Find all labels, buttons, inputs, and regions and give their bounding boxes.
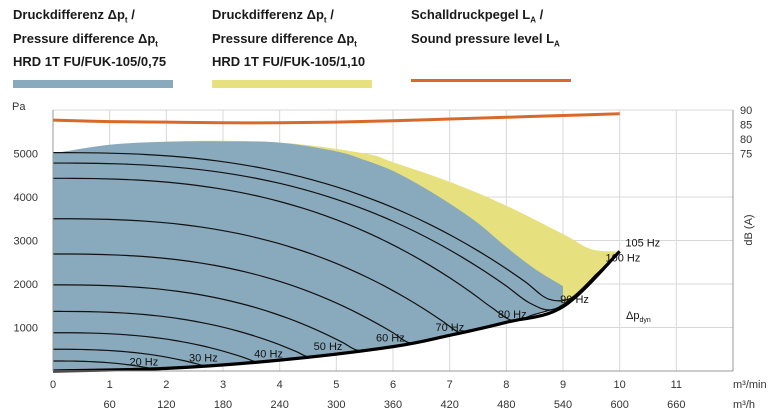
x2-tick-label: 180 bbox=[214, 399, 232, 411]
legend-line3: HRD 1T FU/FUK-105/1,10 bbox=[212, 54, 366, 70]
sound-level-line bbox=[52, 112, 620, 125]
freq-label: 70 Hz bbox=[436, 322, 465, 334]
x2-tick-label: 60 bbox=[104, 399, 116, 411]
x-tick-label: 1 bbox=[107, 379, 113, 391]
x-tick-label: 3 bbox=[220, 379, 226, 391]
y2-tick-label: 85 bbox=[740, 120, 752, 132]
freq-curve bbox=[52, 360, 161, 370]
freq-label: 40 Hz bbox=[254, 349, 283, 361]
y-tick-label: 5000 bbox=[14, 149, 38, 161]
legend-line1: Druckdifferenz Δpt / bbox=[212, 7, 334, 25]
legend-line2: Pressure difference Δpt bbox=[13, 30, 158, 49]
freq-label: 30 Hz bbox=[189, 353, 218, 365]
freq-curve bbox=[52, 332, 275, 363]
x2-tick-label: 300 bbox=[327, 399, 345, 411]
y-axis-unit: Pa bbox=[12, 101, 26, 113]
freq-curve bbox=[52, 162, 598, 311]
freq-label: 20 Hz bbox=[130, 357, 159, 369]
y2-axis-unit: dB (A) bbox=[743, 214, 755, 245]
x-tick-label: 9 bbox=[560, 379, 566, 391]
x2-tick-label: 420 bbox=[440, 399, 458, 411]
x2-tick-label: 600 bbox=[610, 399, 628, 411]
x2-tick-label: 240 bbox=[270, 399, 288, 411]
x2-tick-label: 120 bbox=[157, 399, 175, 411]
y-tick-label: 4000 bbox=[14, 192, 38, 204]
x-tick-label: 10 bbox=[614, 379, 626, 391]
freq-curve bbox=[52, 348, 218, 367]
freq-label: 50 Hz bbox=[314, 341, 343, 353]
area-075 bbox=[53, 141, 563, 371]
x2-tick-label: 480 bbox=[497, 399, 515, 411]
y-tick-label: 1000 bbox=[14, 323, 38, 335]
y-tick-label: 3000 bbox=[14, 236, 38, 248]
freq-label: 60 Hz bbox=[376, 333, 405, 345]
legend-swatch-sound bbox=[411, 79, 571, 82]
x2-tick-label: 540 bbox=[554, 399, 572, 411]
y2-tick-label: 75 bbox=[740, 149, 752, 161]
dyn-pressure-line bbox=[52, 250, 621, 373]
legend-line2: Pressure difference Δpt bbox=[212, 30, 357, 49]
x2-tick-label: 660 bbox=[667, 399, 685, 411]
x-tick-label: 6 bbox=[390, 379, 396, 391]
pressure-areas bbox=[53, 140, 620, 371]
x-tick-label: 5 bbox=[333, 379, 339, 391]
legend-line2: Sound pressure level LA bbox=[411, 30, 560, 49]
freq-label: 105 Hz bbox=[625, 237, 660, 249]
x-axis-unit: m³/min bbox=[733, 379, 767, 391]
x-tick-label: 8 bbox=[503, 379, 509, 391]
y2-tick-label: 90 bbox=[740, 105, 752, 117]
legend-line1: Schalldruckpegel LA / bbox=[411, 7, 544, 25]
y2-tick-label: 80 bbox=[740, 134, 752, 146]
legend-swatch-075 bbox=[13, 80, 173, 88]
freq-curve bbox=[52, 253, 442, 344]
x-tick-label: 11 bbox=[671, 379, 682, 391]
x2-axis-unit: m³/h bbox=[733, 399, 755, 411]
freq-curve bbox=[52, 177, 555, 322]
y-tick-label: 2000 bbox=[14, 279, 38, 291]
dyn-pressure-label: Δpdyn bbox=[626, 310, 651, 324]
legend-line1: Druckdifferenz Δpt / bbox=[13, 7, 135, 25]
legend-item-sound: Schalldruckpegel LA / Sound pressure lev… bbox=[411, 6, 560, 53]
x-tick-label: 0 bbox=[50, 379, 56, 391]
legend-item-075: Druckdifferenz Δpt / Pressure difference… bbox=[13, 6, 166, 71]
axes bbox=[52, 110, 734, 372]
legend-line3: HRD 1T FU/FUK-105/0,75 bbox=[13, 54, 167, 70]
x-tick-label: 7 bbox=[447, 379, 453, 391]
freq-curve bbox=[52, 218, 498, 334]
sound-level-curve bbox=[52, 112, 620, 125]
x-tick-label: 2 bbox=[163, 379, 169, 391]
freq-curve bbox=[52, 284, 385, 352]
freq-curve bbox=[52, 310, 331, 358]
legend-swatch-110 bbox=[212, 80, 372, 88]
freq-curve bbox=[52, 152, 621, 302]
x-tick-label: 4 bbox=[277, 379, 283, 391]
legend-item-110: Druckdifferenz Δpt / Pressure difference… bbox=[212, 6, 365, 71]
x2-tick-label: 360 bbox=[384, 399, 402, 411]
